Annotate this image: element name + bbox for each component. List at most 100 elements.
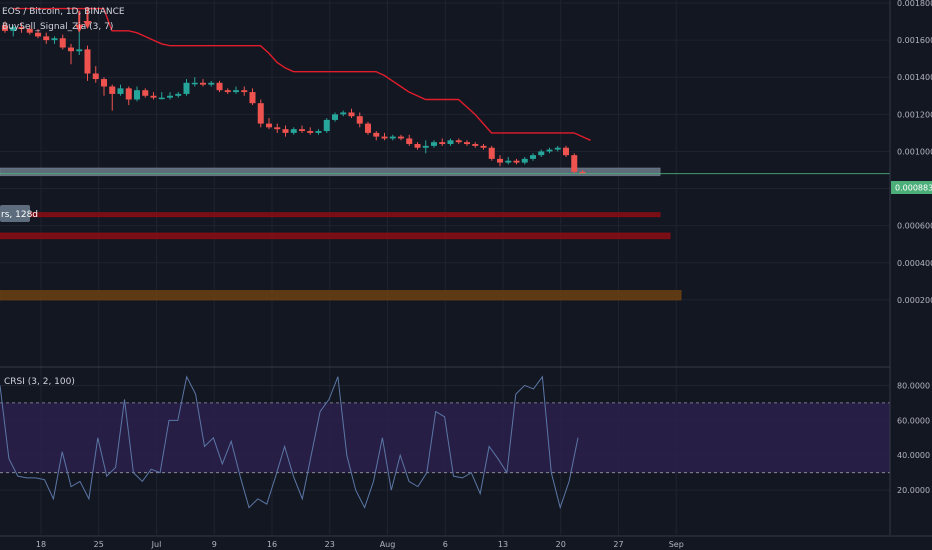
candle-body[interactable] bbox=[414, 144, 421, 148]
candle-body[interactable] bbox=[142, 90, 149, 96]
candle-body[interactable] bbox=[398, 136, 404, 139]
candle-body[interactable] bbox=[389, 136, 396, 139]
candle-body[interactable] bbox=[538, 151, 545, 156]
candle-body[interactable] bbox=[101, 79, 107, 87]
candle-body[interactable] bbox=[332, 114, 338, 120]
zone-tag-label: rs, 128d bbox=[1, 210, 38, 220]
support-zones bbox=[0, 167, 682, 301]
zone-grey[interactable] bbox=[0, 167, 661, 177]
candle-body[interactable] bbox=[266, 123, 272, 128]
candle-body[interactable] bbox=[92, 73, 99, 80]
candle-body[interactable] bbox=[455, 140, 462, 143]
candle-body[interactable] bbox=[150, 95, 157, 98]
candle-body[interactable] bbox=[348, 112, 355, 117]
zone-orange[interactable] bbox=[0, 290, 682, 301]
candle-body[interactable] bbox=[257, 103, 264, 124]
candle-body[interactable] bbox=[439, 142, 446, 145]
candle-body[interactable] bbox=[26, 28, 33, 33]
zone-tag-box bbox=[0, 205, 30, 222]
candle-body[interactable] bbox=[554, 147, 561, 150]
candle-body[interactable] bbox=[84, 49, 91, 74]
candle-body[interactable] bbox=[224, 90, 231, 93]
crsi-tick-label: 60.0000 bbox=[897, 416, 930, 425]
candle-body[interactable] bbox=[200, 82, 206, 85]
candle-body[interactable] bbox=[530, 155, 536, 159]
price-tick-label: 0.0018000 bbox=[897, 0, 932, 8]
candle-body[interactable] bbox=[340, 112, 347, 115]
last-price-label: 0.0008836 bbox=[895, 184, 932, 193]
indicator-legend[interactable]: BuySell_Signal_Zia (3, 7) bbox=[2, 22, 114, 32]
candle-body[interactable] bbox=[274, 127, 281, 130]
candle-body[interactable] bbox=[315, 131, 322, 133]
candle-body[interactable] bbox=[365, 123, 371, 133]
price-tick-label: 0.0010000 bbox=[897, 147, 932, 156]
candle-body[interactable] bbox=[35, 32, 41, 37]
candle-body[interactable] bbox=[299, 129, 305, 132]
candle-body[interactable] bbox=[51, 38, 58, 41]
candle-body[interactable] bbox=[2, 25, 8, 31]
candle-body[interactable] bbox=[216, 82, 223, 91]
candle-body[interactable] bbox=[134, 90, 140, 100]
price-tick-label: 0.0006000 bbox=[897, 222, 932, 231]
candle-body[interactable] bbox=[464, 142, 470, 145]
candle-body[interactable] bbox=[158, 97, 165, 100]
candle-body[interactable] bbox=[282, 129, 289, 133]
candle-body[interactable] bbox=[175, 93, 182, 96]
candle-body[interactable] bbox=[546, 149, 553, 152]
crsi-tick-label: 40.0000 bbox=[897, 451, 930, 460]
candle-body[interactable] bbox=[488, 147, 495, 159]
candle-body[interactable] bbox=[249, 92, 256, 104]
price-tick-label: 0.0004000 bbox=[897, 259, 932, 268]
candle-body[interactable] bbox=[208, 82, 215, 85]
symbol-legend[interactable]: EOS / Bitcoin, 1D, BINANCE bbox=[2, 7, 125, 17]
candle-body[interactable] bbox=[422, 145, 429, 148]
candle-body[interactable] bbox=[521, 158, 528, 163]
candle-body[interactable] bbox=[191, 82, 198, 85]
date-tick-label: 27 bbox=[613, 540, 623, 549]
candle-body[interactable] bbox=[381, 136, 388, 139]
candlestick-series bbox=[2, 21, 586, 174]
candle-body[interactable] bbox=[307, 131, 314, 133]
candle-body[interactable] bbox=[505, 160, 512, 163]
time-axis[interactable]: 18 25 Jul 9 16 23 Aug 6 13 20 27 Sep bbox=[36, 540, 684, 549]
candle-body[interactable] bbox=[447, 140, 454, 145]
candle-body[interactable] bbox=[431, 142, 437, 146]
crsi-legend[interactable]: CRSI (3, 2, 100) bbox=[4, 377, 75, 387]
date-tick-label: 25 bbox=[94, 540, 104, 549]
candle-body[interactable] bbox=[117, 88, 124, 94]
date-tick-label: 6 bbox=[443, 540, 448, 549]
candle-body[interactable] bbox=[513, 160, 520, 163]
candle-body[interactable] bbox=[323, 119, 330, 132]
candle-body[interactable] bbox=[241, 90, 248, 93]
candle-body[interactable] bbox=[480, 145, 487, 148]
candle-body[interactable] bbox=[356, 116, 363, 124]
candle-body[interactable] bbox=[290, 129, 297, 133]
candle-body[interactable] bbox=[497, 158, 503, 163]
candle-body[interactable] bbox=[43, 36, 50, 41]
candle-body[interactable] bbox=[59, 38, 66, 48]
sell-arrow-icon bbox=[75, 24, 84, 33]
candle-body[interactable] bbox=[18, 27, 25, 29]
candle-body[interactable] bbox=[167, 95, 173, 98]
date-tick-label: 18 bbox=[36, 540, 46, 549]
candle-body[interactable] bbox=[109, 86, 116, 94]
candle-body[interactable] bbox=[125, 88, 132, 100]
candle-body[interactable] bbox=[10, 27, 17, 31]
date-tick-label: 9 bbox=[212, 540, 217, 549]
candle-body[interactable] bbox=[579, 171, 586, 174]
zone-red-1[interactable] bbox=[0, 212, 661, 218]
candle-body[interactable] bbox=[571, 155, 578, 172]
crsi-axis[interactable]: 80.0000 60.0000 40.0000 20.0000 bbox=[897, 381, 930, 495]
candle-body[interactable] bbox=[68, 47, 74, 52]
candle-body[interactable] bbox=[373, 132, 380, 137]
price-tick-label: 0.0012000 bbox=[897, 110, 932, 119]
candle-body[interactable] bbox=[76, 49, 83, 52]
candle-body[interactable] bbox=[183, 82, 190, 94]
candle-body[interactable] bbox=[563, 147, 569, 156]
zone-red-2[interactable] bbox=[0, 232, 671, 240]
candle-body[interactable] bbox=[233, 90, 239, 93]
candle-body[interactable] bbox=[472, 144, 479, 146]
date-tick-label: Aug bbox=[380, 540, 396, 549]
candle-body[interactable] bbox=[406, 138, 413, 145]
